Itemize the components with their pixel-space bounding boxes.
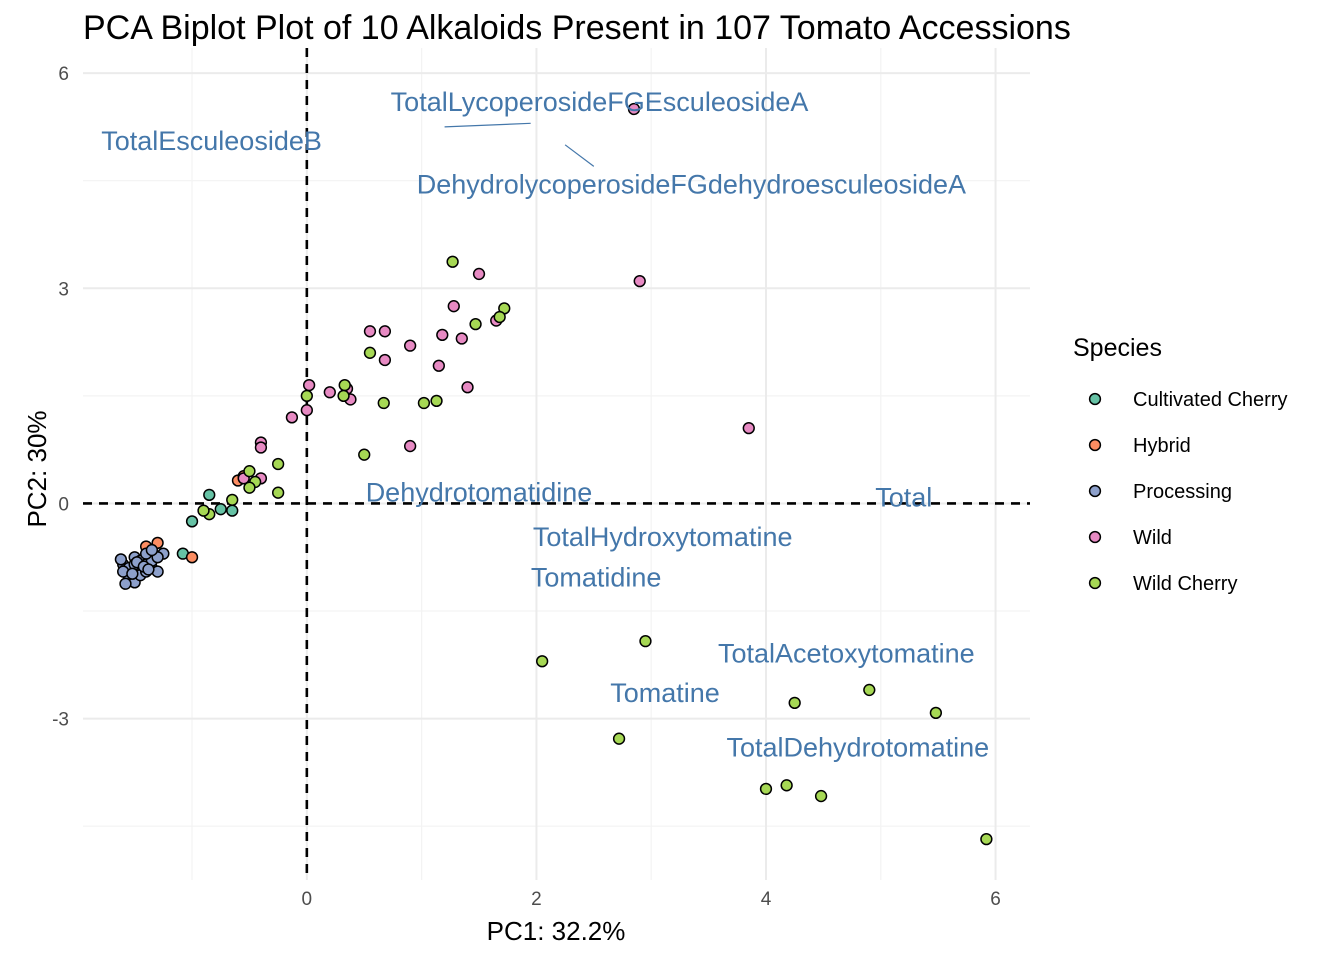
data-point xyxy=(338,378,351,392)
data-point xyxy=(455,332,468,345)
y-tick-label: -3 xyxy=(52,710,69,731)
data-point xyxy=(788,696,801,709)
data-point xyxy=(119,577,132,590)
data-point xyxy=(536,655,549,668)
data-point xyxy=(363,325,377,338)
data-point xyxy=(417,396,431,410)
legend-label: Processing xyxy=(1133,481,1232,503)
data-point xyxy=(142,563,155,576)
legend-key xyxy=(1088,438,1102,452)
data-point xyxy=(436,328,449,342)
data-point xyxy=(300,389,313,403)
data-point xyxy=(197,504,210,517)
variable-label: TotalLycoperosideFGEsculeosideA xyxy=(391,87,809,117)
variable-labels: TotalLycoperosideFGEsculeosideA TotalEscu… xyxy=(101,87,989,763)
variable-label: TotalDehydrotomatine xyxy=(726,732,989,762)
data-point xyxy=(285,411,299,424)
legend-items: Cultivated Cherry Hybrid Processing Wild Wil… xyxy=(1088,389,1288,595)
data-point xyxy=(929,706,943,720)
data-point xyxy=(363,346,377,359)
variable-label: DehydrolycoperosideFGdehydroesculeosideA xyxy=(417,169,966,199)
data-point xyxy=(226,504,239,517)
label-leaders xyxy=(444,122,595,167)
legend: Species Cultivated Cherry Hybrid Processin… xyxy=(1073,334,1288,595)
variable-label: TotalAcetoxytomatine xyxy=(718,638,975,668)
data-point xyxy=(378,353,392,367)
variable-label: TotalHydroxytomatine xyxy=(533,522,793,552)
data-point xyxy=(185,515,199,528)
data-point xyxy=(633,274,646,288)
x-axis-title: PC1: 32.2% xyxy=(487,916,626,946)
data-point xyxy=(203,488,216,501)
legend-label: Wild Cherry xyxy=(1133,573,1237,595)
data-point xyxy=(469,317,482,331)
legend-key xyxy=(1088,576,1102,590)
x-tick-label: 2 xyxy=(531,889,542,910)
data-point xyxy=(814,789,828,803)
label-leader-line xyxy=(564,144,595,167)
data-point xyxy=(446,255,459,268)
x-tick-label: 4 xyxy=(761,889,772,910)
reference-lines xyxy=(83,48,1030,880)
data-point xyxy=(432,359,445,372)
data-point xyxy=(742,421,755,435)
data-point xyxy=(337,389,350,403)
x-tick-label: 6 xyxy=(990,889,1001,910)
data-point xyxy=(300,404,313,417)
data-point xyxy=(302,378,316,392)
y-tick-label: 6 xyxy=(58,64,69,85)
data-point xyxy=(780,779,793,792)
data-point xyxy=(430,394,443,408)
data-point xyxy=(472,267,486,281)
data-point xyxy=(980,832,993,846)
variable-label: TotalEsculeosideB xyxy=(101,126,322,156)
data-point xyxy=(358,448,371,461)
data-point xyxy=(271,457,285,471)
data-point xyxy=(145,543,159,557)
data-point xyxy=(254,441,268,454)
scatter-points xyxy=(114,102,993,846)
data-point xyxy=(461,381,474,394)
legend-key xyxy=(1088,392,1102,406)
data-point xyxy=(403,439,417,453)
data-point xyxy=(185,551,199,564)
y-tick-label: 3 xyxy=(58,279,69,300)
y-axis-title: PC2: 30% xyxy=(22,410,52,527)
variable-label: Tomatine xyxy=(610,678,720,708)
data-point xyxy=(114,553,128,566)
legend-key xyxy=(1088,484,1102,498)
x-tick-label: 0 xyxy=(302,889,313,910)
legend-title: Species xyxy=(1073,334,1162,362)
data-point xyxy=(639,635,652,648)
data-point xyxy=(759,782,773,796)
data-point xyxy=(214,503,227,516)
data-point xyxy=(447,300,460,313)
variable-label: Dehydrotomatidine xyxy=(366,478,593,508)
y-tick-label: 0 xyxy=(58,494,69,515)
data-point xyxy=(612,732,626,745)
data-point xyxy=(323,386,336,399)
legend-label: Cultivated Cherry xyxy=(1133,389,1288,411)
variable-label: Tomatidine xyxy=(531,562,662,592)
data-point xyxy=(378,325,392,338)
legend-label: Hybrid xyxy=(1133,435,1191,457)
data-point xyxy=(243,465,256,478)
data-point xyxy=(126,567,139,580)
data-point xyxy=(226,493,239,507)
data-point xyxy=(403,339,417,352)
data-point xyxy=(863,683,876,697)
data-point xyxy=(271,486,285,499)
data-point xyxy=(243,481,256,494)
label-leader-line xyxy=(444,122,531,128)
data-point xyxy=(493,310,506,324)
legend-key xyxy=(1088,530,1102,544)
axis-ticks: 0 2 4 6 -3 0 3 6 xyxy=(52,64,1001,910)
variable-label: Total xyxy=(875,483,932,513)
data-point xyxy=(627,102,641,116)
data-point xyxy=(377,396,390,410)
chart-title: PCA Biplot Plot of 10 Alkaloids Present … xyxy=(83,9,1071,47)
legend-label: Wild xyxy=(1133,527,1172,549)
